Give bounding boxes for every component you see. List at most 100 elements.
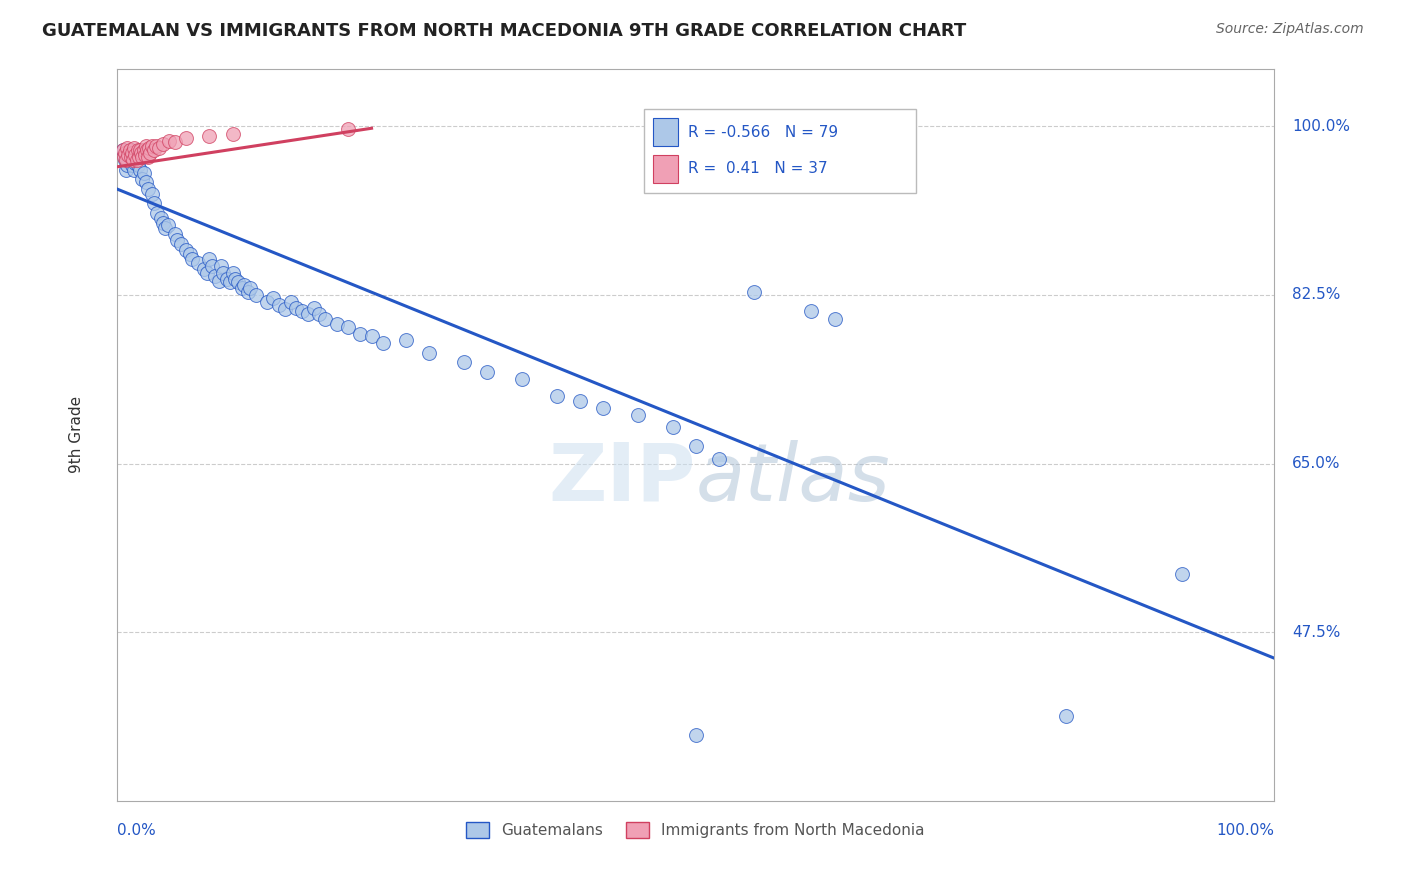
Point (122, 153, 145, 167)
Text: 9th Grade: 9th Grade (69, 396, 84, 474)
Point (418, 346, 440, 360)
Point (187, 256, 209, 270)
Point (142, 144, 165, 158)
Point (134, 148, 156, 162)
Point (181, 252, 204, 267)
Point (135, 175, 157, 189)
Point (627, 409, 650, 423)
Point (132, 144, 155, 158)
Point (337, 122, 360, 136)
Point (302, 301, 325, 315)
FancyBboxPatch shape (644, 109, 915, 193)
Point (125, 153, 148, 167)
FancyBboxPatch shape (652, 119, 678, 146)
Point (121, 158, 143, 172)
Point (122, 162, 145, 177)
Point (231, 281, 253, 295)
Point (477, 365, 499, 379)
Point (1171, 567, 1194, 582)
Point (146, 206, 169, 220)
Point (314, 312, 336, 326)
Point (510, 372, 533, 386)
Point (131, 172, 153, 186)
Point (111, 144, 134, 158)
Point (212, 266, 235, 280)
Point (117, 140, 139, 154)
Text: R =  0.41   N = 37: R = 0.41 N = 37 (688, 161, 827, 177)
Point (308, 307, 330, 321)
Point (132, 165, 155, 179)
Point (148, 140, 170, 154)
Text: atlas: atlas (696, 440, 890, 517)
Point (326, 317, 349, 331)
Point (800, 304, 823, 318)
Point (124, 156, 146, 170)
Point (198, 252, 221, 267)
Point (129, 162, 152, 177)
Point (1054, 709, 1077, 723)
Point (127, 158, 149, 172)
Point (274, 302, 297, 317)
Point (179, 246, 201, 260)
Point (136, 182, 159, 196)
Point (176, 243, 198, 257)
Point (121, 146, 143, 161)
Point (128, 150, 150, 164)
Point (208, 273, 231, 287)
Point (546, 389, 568, 403)
Text: GUATEMALAN VS IMMIGRANTS FROM NORTH MACEDONIA 9TH GRADE CORRELATION CHART: GUATEMALAN VS IMMIGRANTS FROM NORTH MACE… (42, 22, 966, 40)
Point (245, 288, 267, 302)
Point (141, 186, 163, 201)
Point (122, 140, 145, 154)
Point (139, 146, 162, 161)
Point (236, 285, 259, 299)
Point (219, 276, 242, 290)
Point (129, 146, 152, 161)
Legend: Guatemalans, Immigrants from North Macedonia: Guatemalans, Immigrants from North Maced… (460, 816, 931, 845)
Point (262, 291, 284, 305)
Point (118, 144, 141, 158)
Point (142, 196, 165, 211)
Point (198, 128, 221, 143)
Point (195, 266, 218, 280)
Text: 65.0%: 65.0% (1292, 456, 1340, 471)
Point (163, 135, 186, 149)
Point (395, 333, 418, 347)
Point (115, 153, 138, 167)
Text: R = -0.566   N = 79: R = -0.566 N = 79 (688, 125, 838, 140)
Point (149, 211, 172, 225)
Point (297, 307, 319, 321)
Point (267, 297, 290, 311)
Point (592, 401, 614, 415)
Point (117, 148, 139, 162)
Point (136, 150, 159, 164)
Point (824, 312, 846, 326)
Point (209, 259, 232, 273)
Point (280, 294, 302, 309)
Point (157, 134, 180, 148)
Point (120, 144, 142, 158)
Point (201, 259, 224, 273)
Text: 0.0%: 0.0% (117, 822, 156, 838)
Point (360, 329, 382, 343)
Text: ZIP: ZIP (548, 440, 696, 517)
Point (371, 336, 394, 351)
Point (111, 144, 134, 158)
Point (131, 150, 153, 164)
Point (221, 266, 243, 280)
Text: 82.5%: 82.5% (1292, 287, 1340, 302)
Point (453, 355, 475, 369)
Point (349, 326, 371, 341)
Point (228, 276, 250, 290)
Point (117, 158, 139, 172)
Point (707, 451, 730, 466)
FancyBboxPatch shape (652, 155, 678, 183)
Point (291, 304, 314, 318)
Text: Source: ZipAtlas.com: Source: ZipAtlas.com (1216, 22, 1364, 37)
Point (224, 271, 246, 285)
Point (193, 262, 215, 277)
Point (256, 294, 278, 309)
Point (122, 150, 145, 164)
Point (176, 131, 198, 145)
Point (117, 148, 139, 162)
